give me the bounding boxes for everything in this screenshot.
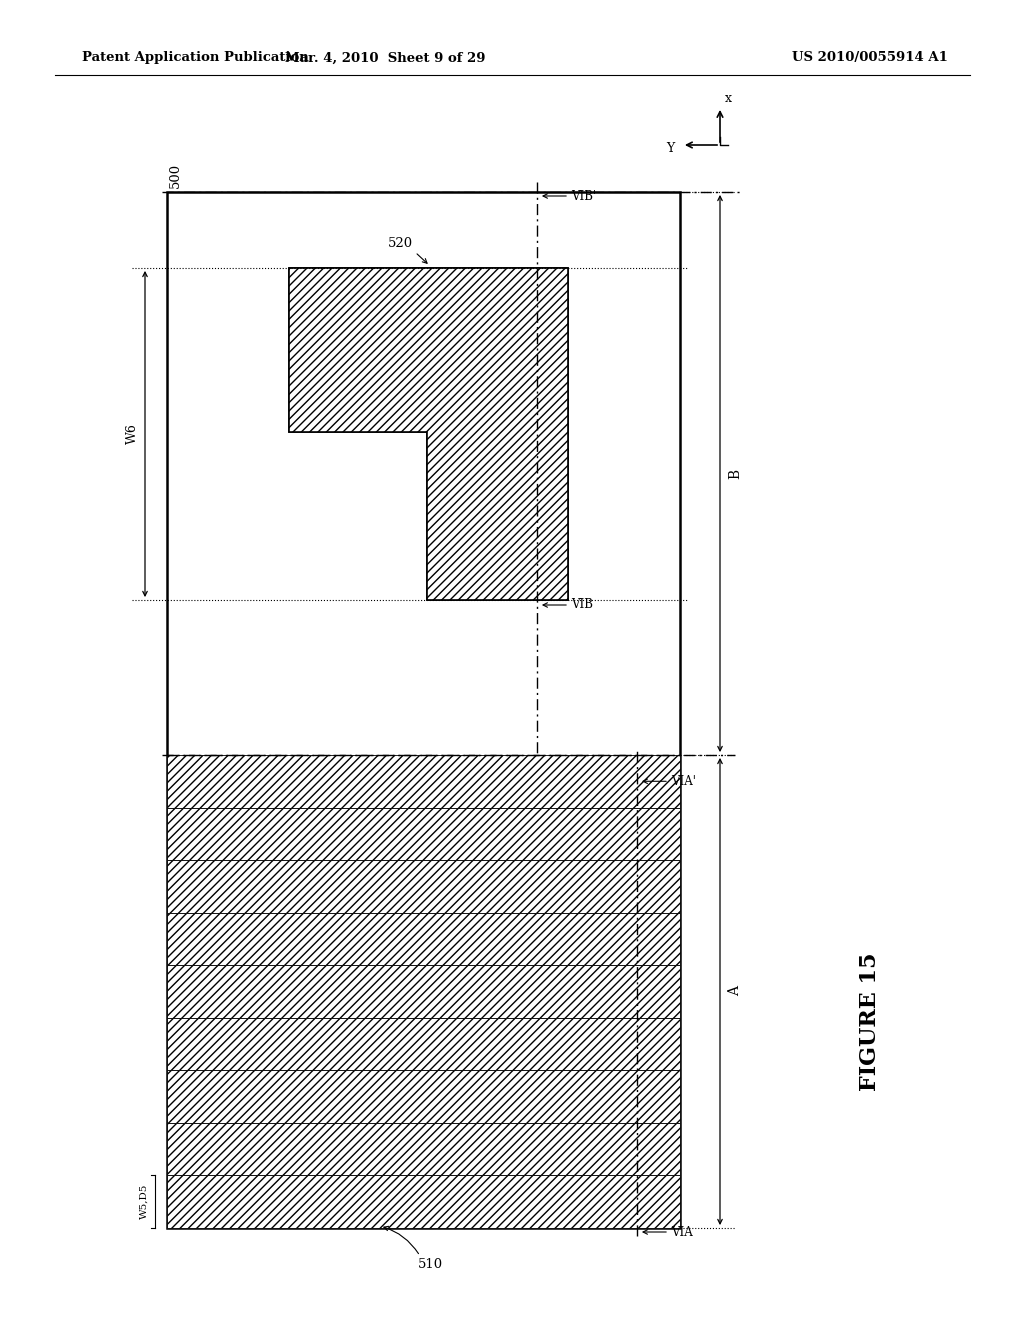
Polygon shape xyxy=(289,268,568,601)
Text: 500: 500 xyxy=(169,162,182,187)
Text: VIB': VIB' xyxy=(571,190,596,202)
Bar xyxy=(167,912,680,965)
Text: W5,D5: W5,D5 xyxy=(140,1184,150,1220)
Text: VIB: VIB xyxy=(571,598,593,611)
Bar xyxy=(167,965,680,1018)
Bar xyxy=(167,861,680,912)
Bar xyxy=(167,191,680,1228)
Text: VIA': VIA' xyxy=(671,775,696,788)
Text: W6: W6 xyxy=(126,424,139,445)
Text: A: A xyxy=(728,986,742,997)
Text: Mar. 4, 2010  Sheet 9 of 29: Mar. 4, 2010 Sheet 9 of 29 xyxy=(285,51,485,65)
Bar xyxy=(167,1018,680,1071)
Text: Y: Y xyxy=(666,141,674,154)
Text: 520: 520 xyxy=(388,238,413,249)
Bar xyxy=(167,1123,680,1175)
Bar xyxy=(167,755,680,808)
Text: B: B xyxy=(728,469,742,479)
Text: VIA: VIA xyxy=(671,1225,693,1238)
Bar xyxy=(167,1175,680,1228)
Text: x: x xyxy=(725,92,732,106)
Polygon shape xyxy=(289,268,568,601)
Bar xyxy=(167,1071,680,1123)
Text: Patent Application Publication: Patent Application Publication xyxy=(82,51,309,65)
Text: US 2010/0055914 A1: US 2010/0055914 A1 xyxy=(792,51,948,65)
Bar xyxy=(167,808,680,861)
Text: FIGURE 15: FIGURE 15 xyxy=(859,952,881,1090)
Text: 510: 510 xyxy=(418,1258,442,1271)
